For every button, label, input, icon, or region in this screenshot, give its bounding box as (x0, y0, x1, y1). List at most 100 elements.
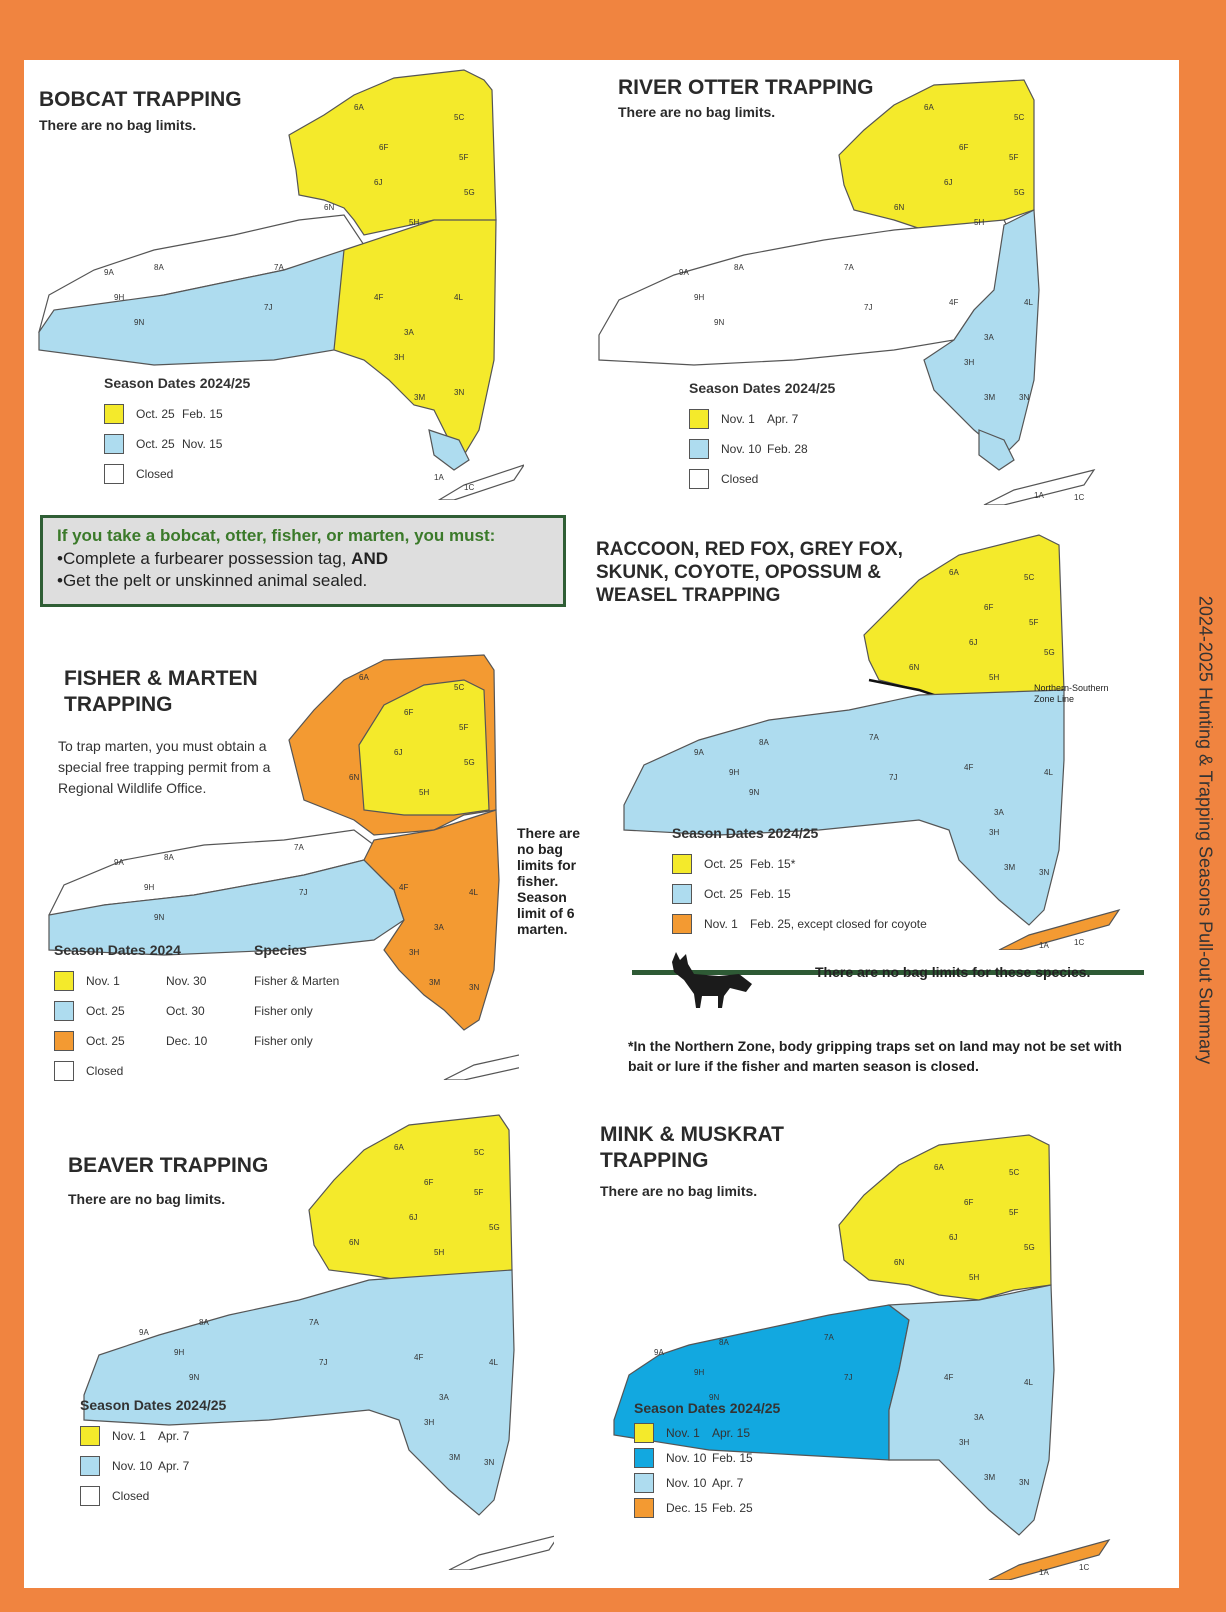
legend-swatch (104, 464, 124, 484)
svg-text:3H: 3H (959, 1438, 969, 1447)
svg-text:3A: 3A (434, 923, 444, 932)
svg-text:9H: 9H (144, 883, 154, 892)
raccoon-map: 6A 5C 6F 5F 6J 5G 5H 6N 9A 8A 9H 9N 7A 7J 4F 4L 3A 3H… (623, 534, 1121, 950)
legend-label: Closed (136, 467, 174, 481)
legend-label: Closed (721, 472, 759, 486)
mink-legend: Season Dates 2024/25 Nov. 1 Apr. 15 Nov. … (634, 1400, 780, 1520)
legend-end: Feb. 15 (182, 407, 223, 421)
svg-text:8A: 8A (734, 263, 744, 272)
svg-text:6A: 6A (924, 103, 934, 112)
svg-text:4F: 4F (399, 883, 408, 892)
otter-region-east (923, 209, 1040, 456)
fisher-legend-row: Oct. 25 Oct. 30 Fisher only (54, 996, 354, 1026)
svg-text:4L: 4L (1024, 1378, 1033, 1387)
svg-text:3M: 3M (429, 978, 440, 987)
svg-text:7J: 7J (889, 773, 897, 782)
mink-title: MINK & MUSKRAT TRAPPING (600, 1122, 784, 1174)
svg-text:5H: 5H (989, 673, 999, 682)
fisher-legend: Season Dates 2024 Species Nov. 1 Nov. 30 Fi… (54, 942, 354, 1086)
svg-text:6A: 6A (949, 568, 959, 577)
bobcat-map: 6A 5C 6F 5F 6J 5G 5H 6N 9A 8A 9H 9N 7A 7J 4F 4L 3A 3H… (38, 69, 524, 500)
bobcat-legend-row: Oct. 25 Nov. 15 (104, 429, 250, 459)
bobcat-region-southeast (333, 219, 497, 456)
svg-text:8A: 8A (199, 1318, 209, 1327)
fisher-legend-row: Oct. 25 Dec. 10 Fisher only (54, 1026, 354, 1056)
callout-line1: •Complete a furbearer possession tag, AN… (57, 548, 549, 570)
svg-text:3H: 3H (394, 353, 404, 362)
svg-text:1A: 1A (434, 473, 444, 482)
legend-end: Apr. 7 (158, 1429, 190, 1443)
raccoon-no-bag: There are no bag limits for these specie… (815, 964, 1091, 980)
svg-text:9H: 9H (174, 1348, 184, 1357)
svg-text:7A: 7A (844, 263, 854, 272)
legend-start: Nov. 10 (666, 1475, 707, 1490)
legend-end: Nov. 30 (166, 974, 207, 988)
beaver-legend-row: Nov. 1 Apr. 7 (80, 1421, 226, 1451)
beaver-title: BEAVER TRAPPING (68, 1154, 269, 1177)
fisher-legend-row: Nov. 1 Nov. 30 Fisher & Marten (54, 966, 354, 996)
svg-text:6F: 6F (964, 1198, 973, 1207)
svg-text:5G: 5G (464, 188, 475, 197)
svg-text:6N: 6N (894, 1258, 904, 1267)
svg-text:6N: 6N (894, 203, 904, 212)
legend-swatch (634, 1472, 654, 1493)
svg-text:9A: 9A (679, 268, 689, 277)
svg-text:5F: 5F (459, 153, 468, 162)
svg-text:3A: 3A (404, 328, 414, 337)
svg-text:5F: 5F (474, 1188, 483, 1197)
legend-end: Feb. 15 (712, 1450, 753, 1465)
beaver-legend: Season Dates 2024/25 Nov. 1 Apr. 7 Nov. 1… (80, 1397, 226, 1511)
fisher-title-line1: FISHER & MARTEN (64, 667, 258, 690)
svg-text:3M: 3M (984, 1473, 995, 1482)
otter-region-lowerhudson (978, 429, 1015, 471)
fisher-region-longisland (443, 1054, 519, 1080)
svg-text:4L: 4L (469, 888, 478, 897)
bobcat-legend: Season Dates 2024/25 Oct. 25 Feb. 15 Oct.… (104, 375, 250, 489)
svg-text:8A: 8A (164, 853, 174, 862)
raccoon-legend-row: Nov. 1 Feb. 25, except closed for coyote (672, 909, 927, 939)
legend-swatch (104, 434, 124, 454)
mink-map: 6A 5C 6F 5F 6J 5G 5H 6N 9A 8A 9H 9N 7A 7J 4F 4L 3A 3H… (613, 1134, 1111, 1580)
legend-start: Oct. 25 (704, 887, 743, 901)
raccoon-legend: Season Dates 2024/25 Oct. 25 Feb. 15* Oct… (672, 825, 927, 939)
fisher-note: To trap marten, you must obtain a specia… (58, 738, 271, 796)
svg-text:3A: 3A (974, 1413, 984, 1422)
svg-text:7A: 7A (869, 733, 879, 742)
svg-text:7J: 7J (864, 303, 872, 312)
beaver-subtitle: There are no bag limits. (68, 1191, 226, 1207)
legend-start: Oct. 25 (136, 437, 175, 451)
svg-text:6J: 6J (394, 748, 402, 757)
otter-legend: Season Dates 2024/25 Nov. 1 Apr. 7 Nov. 1… (689, 380, 835, 494)
svg-text:5G: 5G (464, 758, 475, 767)
svg-text:7J: 7J (319, 1358, 327, 1367)
svg-text:5H: 5H (409, 218, 419, 227)
svg-text:6F: 6F (379, 143, 388, 152)
otter-subtitle: There are no bag limits. (618, 104, 776, 120)
svg-text:6N: 6N (349, 1238, 359, 1247)
legend-end: Apr. 7 (712, 1475, 744, 1490)
svg-text:9H: 9H (694, 293, 704, 302)
mink-region-east (887, 1284, 1055, 1536)
legend-end: Feb. 25, except closed for coyote (750, 917, 927, 931)
svg-text:7J: 7J (264, 303, 272, 312)
svg-text:5F: 5F (1009, 1208, 1018, 1217)
legend-start: Oct. 25 (136, 407, 175, 421)
svg-text:1A: 1A (1039, 1568, 1049, 1577)
otter-legend-row: Nov. 1 Apr. 7 (689, 404, 835, 434)
otter-region-longisland (983, 469, 1096, 505)
legend-swatch (689, 409, 709, 429)
svg-text:7J: 7J (844, 1373, 852, 1382)
legend-swatch (634, 1422, 654, 1443)
svg-text:3N: 3N (1019, 1478, 1029, 1487)
svg-text:5F: 5F (1009, 153, 1018, 162)
svg-text:4F: 4F (374, 293, 383, 302)
svg-text:4F: 4F (949, 298, 958, 307)
bobcat-region-longisland (437, 464, 524, 500)
legend-swatch (689, 469, 709, 489)
svg-text:3N: 3N (484, 1458, 494, 1467)
raccoon-region-longisland (998, 908, 1121, 950)
mink-title-line2: TRAPPING (600, 1149, 709, 1172)
svg-text:6J: 6J (969, 638, 977, 647)
svg-text:4F: 4F (944, 1373, 953, 1382)
legend-start: Nov. 1 (704, 917, 738, 931)
